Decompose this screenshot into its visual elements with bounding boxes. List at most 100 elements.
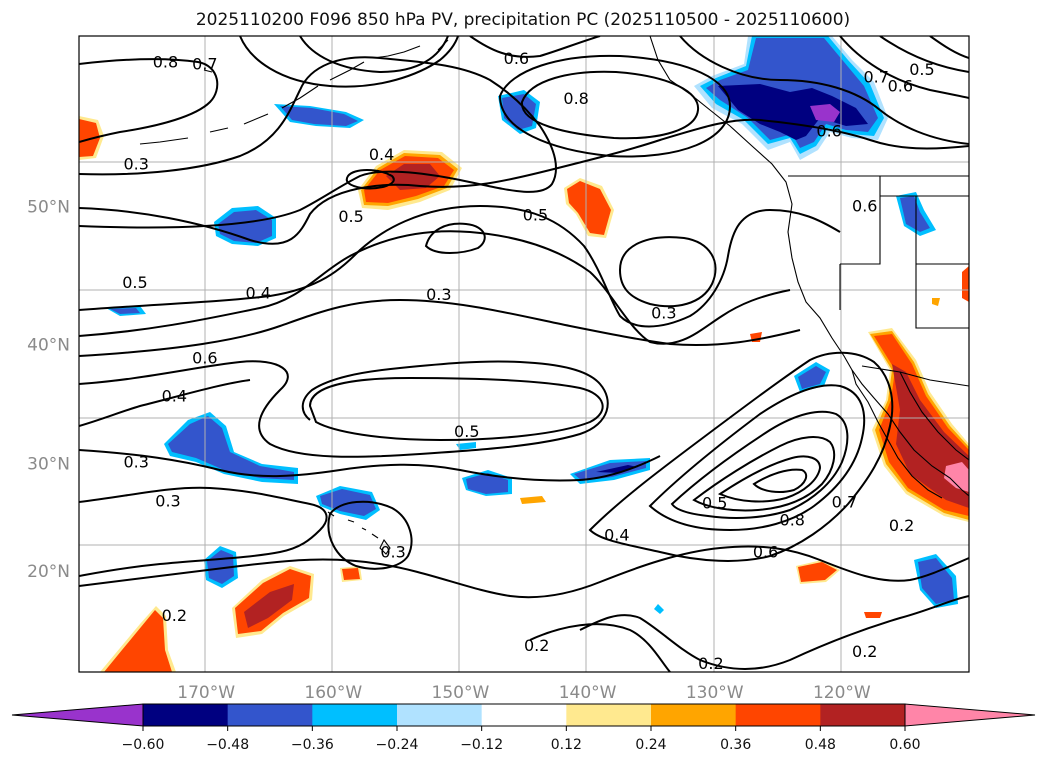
colorbar-tick-label: −0.24 [376, 737, 419, 753]
contour-label: 0.8 [153, 53, 178, 72]
pv-contour-line [327, 500, 413, 570]
colorbar: −0.60 −0.48 −0.36 −0.24 −0.12 0.12 0.24 0.36 0.4… [11, 703, 1036, 753]
pv-contour-line [79, 118, 969, 245]
contour-label: 0.8 [780, 511, 805, 530]
precip-positive-region [932, 298, 940, 306]
lat-tick-label: 40°N [27, 336, 70, 356]
contour-label: 0.2 [162, 606, 187, 625]
precip-negative-region [168, 416, 294, 480]
colorbar-swatch [312, 704, 398, 726]
contour-label: 0.5 [523, 206, 548, 225]
precip-negative-region [718, 84, 868, 140]
lat-tick-label: 30°N [27, 455, 70, 475]
precip-negative-region [466, 473, 508, 494]
colorbar-frame [142, 703, 906, 727]
contour-label: 0.6 [504, 49, 529, 68]
pv-contour-line [529, 623, 671, 672]
precip-positive-region [244, 584, 294, 628]
lon-tick-label: 120°W [813, 683, 871, 703]
lat-tick-label: 20°N [27, 562, 70, 582]
pv-contour-line [679, 36, 969, 145]
pv-contour-line [79, 298, 801, 357]
pv-contour-line [79, 379, 251, 427]
pv-contour-line [717, 455, 822, 503]
precip-negative-region [110, 308, 140, 314]
colorbar-tick-label: 0.12 [551, 737, 582, 753]
pv-contour-line [239, 36, 459, 88]
precip-positive-region [342, 568, 360, 580]
contour-label: 0.4 [369, 145, 394, 164]
precip-negative-region [900, 196, 930, 232]
pv-contour-line [79, 58, 219, 143]
pv-contour-line [879, 36, 969, 73]
contour-label: 0.5 [454, 422, 479, 441]
colorbar-swatch [735, 704, 821, 726]
pv-contours [79, 36, 969, 672]
contour-label: 0.7 [192, 55, 217, 74]
pv-contour-line [79, 360, 609, 458]
contour-label: 0.6 [816, 122, 841, 141]
contour-label: 0.3 [380, 542, 405, 561]
colorbar-swatch [397, 704, 483, 726]
contour-label: 0.2 [524, 636, 549, 655]
colorbar-swatch [820, 704, 906, 726]
pv-contour-line [469, 36, 601, 58]
colorbar-tick-label: −0.36 [291, 737, 334, 753]
precip-negative-region [918, 558, 954, 604]
pv-contour-line [79, 449, 661, 482]
pv-contour-line [498, 54, 732, 158]
coastline-baja [851, 369, 943, 499]
contour-label: 0.6 [852, 197, 877, 216]
precip-negative-region [798, 366, 826, 389]
precip-positive-region [79, 119, 100, 157]
pv-contour-line [299, 36, 449, 74]
contour-label: 0.6 [753, 542, 778, 561]
contour-label: 0.2 [889, 516, 914, 535]
colorbar-tick-label: 0.36 [720, 737, 751, 753]
precip-positive-region [944, 462, 969, 492]
contour-label: 0.2 [852, 642, 877, 661]
colorbar-extend-low [11, 703, 144, 727]
coastlines [139, 36, 969, 555]
pv-contour-line [308, 376, 604, 442]
lon-tick-labels: 170°W 160°W 150°W 140°W 130°W 120°W [177, 683, 871, 703]
contour-label: 0.3 [155, 491, 180, 510]
precip-positive-region [864, 612, 882, 618]
lon-tick-label: 160°W [304, 683, 362, 703]
pv-contour-line [79, 204, 841, 328]
pv-contour-line [692, 436, 836, 512]
pv-contour-line [520, 70, 700, 140]
precip-positive-region [386, 164, 440, 190]
precip-negative-region [596, 465, 638, 473]
colorbar-tick-label: −0.48 [206, 737, 249, 753]
gridlines [79, 36, 969, 672]
lat-tick-label: 50°N [27, 198, 70, 218]
lon-tick-label: 140°W [559, 683, 617, 703]
colorbar-swatch [651, 704, 737, 726]
pv-contour-line [752, 468, 808, 493]
contour-label: 0.3 [123, 155, 148, 174]
contour-label: 0.5 [909, 60, 934, 79]
lon-tick-label: 150°W [432, 683, 490, 703]
precip-positive-region [567, 181, 611, 235]
contour-labels: 0.8 0.7 0.60.80.70.60.50.30.40.5 0.50.60.60… [122, 49, 934, 672]
border-us-states [839, 176, 969, 329]
precip-positive-region [962, 266, 969, 302]
contour-label: 0.4 [604, 526, 629, 545]
contour-label: 0.5 [122, 273, 147, 292]
contour-label: 0.8 [563, 89, 588, 108]
contour-label: 0.7 [832, 492, 857, 511]
pv-contour-line [670, 410, 849, 519]
pv-contour-line [839, 36, 969, 99]
lon-tick-label: 170°W [177, 683, 235, 703]
precip-negative-region [456, 442, 476, 450]
colorbar-tick-label: 0.48 [805, 737, 836, 753]
pv-contour-line [929, 36, 969, 59]
chart-title: 2025110200 F096 850 hPa PV, precipitatio… [196, 10, 850, 30]
contour-label: 0.5 [702, 493, 727, 512]
lat-tick-labels: 20°N 30°N 40°N 50°N [27, 198, 70, 583]
pv-contour-line [79, 230, 791, 345]
contour-label: 0.4 [162, 386, 187, 405]
pv-contour-line [79, 486, 328, 577]
pv-contour-line [618, 236, 717, 308]
